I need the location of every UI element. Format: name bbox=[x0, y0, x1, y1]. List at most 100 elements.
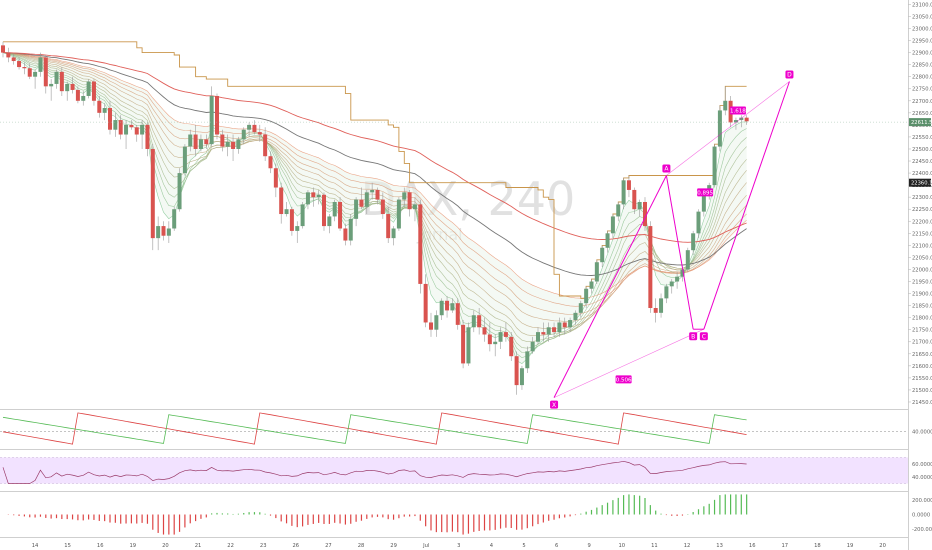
candle-body bbox=[632, 189, 637, 210]
candle-body bbox=[386, 214, 391, 239]
bull-candle bbox=[332, 199, 337, 222]
candle-body bbox=[461, 324, 466, 364]
candle-body bbox=[220, 134, 225, 147]
bull-candle bbox=[723, 86, 728, 116]
candle-body bbox=[140, 124, 145, 135]
bear-candle bbox=[215, 93, 219, 140]
candle-body bbox=[257, 132, 262, 135]
time-tick-label: 22 bbox=[227, 543, 234, 549]
bear-candle bbox=[231, 134, 236, 162]
bear-candle bbox=[482, 317, 487, 342]
bear-candle bbox=[273, 163, 278, 198]
candle-body bbox=[691, 233, 696, 251]
bull-candle bbox=[49, 79, 54, 101]
bear-candle bbox=[503, 322, 508, 342]
point-badge-bg bbox=[662, 164, 671, 173]
bull-candle bbox=[65, 81, 70, 101]
bull-candle bbox=[81, 91, 86, 106]
time-tick-label: 11 bbox=[651, 543, 658, 549]
bull-candle bbox=[546, 322, 551, 342]
time-tick-label: 4 bbox=[490, 543, 494, 549]
bull-candle bbox=[701, 192, 706, 217]
candle-body bbox=[626, 180, 631, 190]
bear-candle bbox=[118, 115, 123, 140]
bull-candle bbox=[86, 79, 91, 99]
bull-candle bbox=[659, 293, 664, 318]
candle-body bbox=[648, 226, 653, 309]
bull-candle bbox=[305, 189, 310, 210]
osc-tick-label: 40.0000 bbox=[912, 429, 932, 435]
price-tick-label: 22400.0 bbox=[912, 171, 932, 177]
bull-candle bbox=[209, 86, 214, 147]
price-tick-label: 22050.0 bbox=[912, 255, 932, 261]
ema-line bbox=[2, 52, 747, 342]
harmonic-point-c: C bbox=[699, 332, 708, 340]
candle-body bbox=[198, 139, 203, 149]
time-tick-label: 3 bbox=[457, 543, 460, 549]
time-tick-label: 18 bbox=[814, 543, 821, 549]
candle-body bbox=[27, 68, 32, 77]
price-axis[interactable]: 23100.0 23050.0 23000.0 22950.0 22900.0 22850… bbox=[0, 2, 932, 406]
bull-candle bbox=[498, 327, 503, 349]
bull-candle bbox=[284, 201, 289, 217]
candle-body bbox=[241, 129, 246, 140]
bear-candle bbox=[375, 187, 380, 205]
bull-candle bbox=[519, 365, 524, 390]
bear-candle bbox=[97, 95, 102, 118]
hist-tick-label: 200.0000 bbox=[912, 498, 932, 504]
candle-body bbox=[562, 322, 567, 328]
bear-candle bbox=[423, 274, 428, 328]
price-badge-bg bbox=[909, 118, 931, 127]
candle-body bbox=[637, 201, 642, 210]
point-label: B bbox=[691, 333, 695, 340]
candle-body bbox=[311, 192, 316, 198]
time-tick-label: 13 bbox=[716, 543, 723, 549]
candle-body bbox=[129, 124, 134, 128]
bull-candle bbox=[578, 300, 583, 318]
bull-candle bbox=[113, 112, 118, 137]
bear-candle bbox=[70, 76, 75, 94]
bull-candle bbox=[434, 310, 439, 337]
rsi-line bbox=[2, 460, 747, 484]
candle-body bbox=[86, 81, 91, 96]
ratio-label: 0.506 bbox=[616, 377, 632, 383]
point-badge-bg bbox=[689, 332, 698, 341]
candle-body bbox=[525, 351, 530, 369]
osc-green-line bbox=[2, 414, 747, 444]
bull-candle bbox=[33, 69, 38, 89]
current-price-text: 22611.5 bbox=[911, 120, 932, 126]
bull-candle bbox=[573, 310, 578, 325]
time-tick-label: 28 bbox=[358, 543, 365, 549]
candle-body bbox=[33, 71, 38, 77]
bear-candle bbox=[643, 197, 647, 231]
bear-candle bbox=[204, 134, 209, 149]
bear-candle bbox=[75, 86, 80, 104]
time-axis[interactable]: 14 15 16 19 20 21 22 23 26 27 28 29 Jul 3 4 5 6 9 10 11 12 13… bbox=[32, 543, 886, 549]
bear-candle bbox=[27, 63, 32, 80]
bull-candle bbox=[493, 334, 498, 357]
bull-candle bbox=[172, 206, 177, 231]
bull-candle bbox=[295, 221, 300, 243]
time-tick-label: 29 bbox=[390, 543, 397, 549]
candle-body bbox=[370, 189, 375, 193]
candle-body bbox=[621, 180, 626, 205]
bear-candle bbox=[257, 124, 262, 142]
candle-body bbox=[188, 134, 193, 147]
time-tick-label: 20 bbox=[879, 543, 886, 549]
price-tick-label: 22950.0 bbox=[912, 39, 932, 45]
time-tick-label: 23 bbox=[260, 543, 267, 549]
candle-body bbox=[263, 134, 268, 157]
ratio-badge-bg bbox=[697, 188, 714, 197]
candle-body bbox=[568, 320, 573, 328]
bear-candle bbox=[311, 187, 316, 207]
bear-candle bbox=[289, 206, 294, 236]
candle-body bbox=[316, 194, 321, 198]
time-tick-label: 19 bbox=[847, 543, 854, 549]
harmonic-pattern: 0.506 0.895 1.618 X A B C D bbox=[550, 70, 794, 409]
bull-candle bbox=[182, 144, 187, 176]
bull-candle bbox=[198, 134, 203, 152]
bear-candle bbox=[279, 182, 284, 224]
candle-body bbox=[643, 201, 647, 227]
candle-body bbox=[193, 134, 198, 149]
candle-body bbox=[600, 247, 605, 263]
